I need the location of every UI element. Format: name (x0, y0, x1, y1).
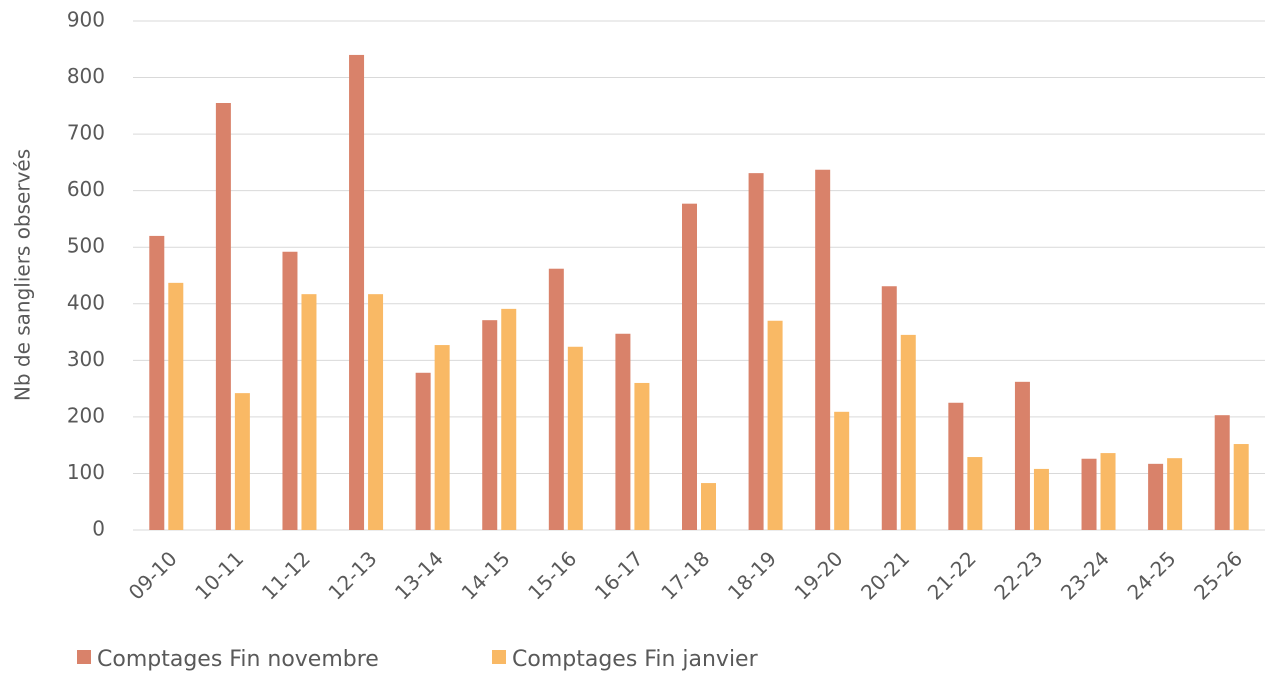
bar (834, 411, 850, 530)
bar (149, 235, 165, 530)
bar (482, 320, 498, 530)
bar (948, 402, 964, 530)
x-tick-label: 15-16 (523, 546, 581, 604)
bar (1033, 468, 1049, 530)
y-tick-label: 700 (67, 121, 105, 145)
legend-label: Comptages Fin novembre (97, 647, 379, 672)
bar (567, 346, 583, 530)
bar (548, 268, 564, 530)
bar (415, 372, 431, 530)
bar (168, 282, 184, 530)
legend-label: Comptages Fin janvier (512, 647, 759, 672)
x-tick-label: 18-19 (723, 546, 781, 604)
bar (215, 103, 231, 530)
bar (501, 308, 517, 530)
x-tick-label: 20-21 (856, 546, 914, 604)
bar (1081, 458, 1097, 530)
y-tick-label: 900 (67, 8, 105, 32)
bar (1100, 453, 1116, 530)
x-tick-label: 14-15 (457, 546, 515, 604)
x-tick-label: 25-26 (1189, 546, 1247, 604)
x-tick-label: 21-22 (923, 546, 981, 604)
bar (1167, 458, 1183, 530)
bar (234, 393, 250, 530)
y-axis-title: Nb de sangliers observés (11, 149, 35, 401)
bar (634, 382, 650, 530)
bar (1014, 381, 1030, 530)
bar (815, 169, 831, 531)
y-tick-label: 500 (67, 234, 105, 258)
x-tick-label: 11-12 (257, 546, 315, 604)
y-tick-label: 400 (67, 290, 105, 314)
bar (682, 203, 697, 530)
bar (1233, 444, 1249, 530)
bar (767, 320, 783, 530)
bar (349, 54, 365, 530)
bar (615, 333, 631, 530)
y-tick-label: 300 (67, 347, 105, 371)
x-tick-label: 22-23 (989, 546, 1047, 604)
x-tick-label: 13-14 (390, 546, 448, 604)
x-tick-label: 10-11 (190, 546, 248, 604)
legend-swatch (492, 650, 506, 664)
y-tick-label: 800 (67, 64, 105, 88)
bar (748, 173, 764, 530)
bar (1214, 415, 1230, 530)
x-tick-label: 24-25 (1122, 546, 1180, 604)
bar (368, 294, 384, 530)
bar (881, 286, 897, 530)
y-tick-label: 0 (92, 517, 105, 541)
bar (301, 294, 317, 530)
bar (701, 483, 716, 530)
bar (900, 334, 916, 530)
bar (434, 345, 450, 530)
x-tick-label: 16-17 (590, 546, 648, 604)
legend-swatch (77, 650, 91, 664)
y-tick-label: 600 (67, 177, 105, 201)
bar (282, 251, 298, 530)
y-tick-label: 200 (67, 403, 105, 427)
x-tick-label: 12-13 (323, 546, 381, 604)
bar (967, 457, 983, 530)
x-tick-label: 09-10 (124, 546, 182, 604)
bar (1148, 463, 1164, 530)
x-tick-label: 23-24 (1056, 546, 1114, 604)
x-tick-label: 19-20 (790, 546, 848, 604)
x-tick-label: 17-18 (656, 546, 714, 604)
y-tick-label: 100 (67, 460, 105, 484)
